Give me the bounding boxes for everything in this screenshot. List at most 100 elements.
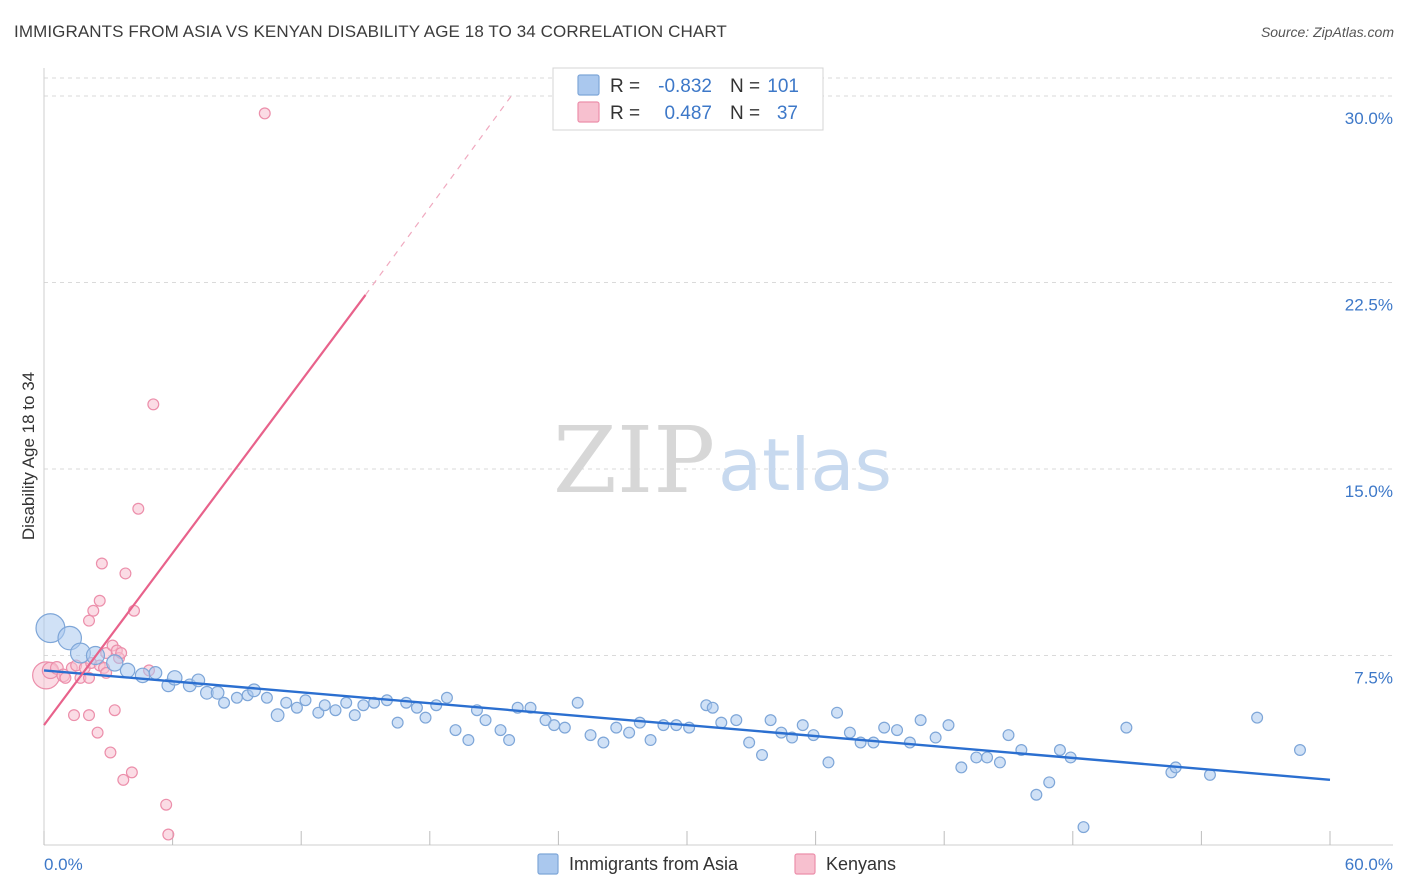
- asia-point: [914, 714, 927, 727]
- bottom-legend-swatch-asia: [537, 853, 559, 875]
- legend-swatch-kenyans: [577, 101, 600, 123]
- asia-point: [503, 734, 516, 747]
- asia-point: [462, 734, 475, 747]
- kenyans-point: [160, 798, 173, 811]
- kenyans-point: [258, 107, 271, 120]
- y-tick-label: 15.0%: [1345, 482, 1393, 501]
- kenyans-point: [117, 773, 130, 786]
- asia-point: [993, 756, 1006, 769]
- asia-point: [348, 709, 361, 722]
- asia-point: [210, 685, 225, 700]
- kenyans-point: [87, 604, 100, 617]
- kenyans-point: [59, 671, 72, 684]
- asia-point: [318, 699, 331, 712]
- asia-point: [218, 696, 231, 709]
- asia-point: [558, 721, 571, 734]
- asia-point: [340, 696, 353, 709]
- kenyans-trendline-extension: [365, 95, 512, 296]
- trendlines: [43, 95, 1331, 782]
- asia-point: [479, 714, 492, 727]
- kenyans-point: [68, 709, 81, 722]
- legend-swatch-asia: [577, 74, 600, 96]
- asia-point: [822, 756, 835, 769]
- asia-point: [260, 691, 273, 704]
- asia-point: [548, 719, 561, 732]
- asia-point: [1120, 721, 1133, 734]
- kenyans-point: [132, 502, 145, 515]
- y-tick-label: 7.5%: [1354, 669, 1393, 688]
- asia-point: [312, 706, 325, 719]
- kenyans-point: [108, 704, 121, 717]
- asia-point: [357, 699, 370, 712]
- asia-point: [410, 701, 423, 714]
- asia-point: [148, 666, 163, 680]
- x-tick-label-min: 0.0%: [44, 855, 83, 874]
- asia-point: [247, 683, 261, 698]
- kenyans-point: [83, 709, 96, 722]
- kenyans-point: [104, 746, 117, 759]
- asia-point: [106, 654, 124, 672]
- kenyans-point: [147, 398, 160, 411]
- asia-point: [449, 724, 462, 737]
- asia-point: [903, 736, 916, 749]
- watermark: ZIP atlas: [553, 407, 892, 514]
- asia-point: [280, 696, 293, 709]
- y-tick-label: 22.5%: [1345, 296, 1393, 315]
- asia-point: [230, 691, 243, 704]
- bottom-legend-label-kenyans: Kenyans: [826, 854, 896, 874]
- asia-point: [891, 724, 904, 737]
- y-tick-label: 30.0%: [1345, 109, 1393, 128]
- asia-point: [329, 704, 342, 717]
- asia-point: [730, 714, 743, 727]
- series-legend: Immigrants from Asia Kenyans: [537, 853, 896, 875]
- asia-point: [981, 751, 994, 764]
- asia-point: [391, 716, 404, 729]
- legend-r-label-asia: R =: [610, 76, 640, 97]
- asia-point: [440, 691, 453, 704]
- asia-point: [584, 729, 597, 742]
- asia-point: [867, 736, 880, 749]
- asia-point: [1293, 743, 1306, 756]
- asia-point: [299, 694, 312, 707]
- asia-point: [1251, 711, 1264, 724]
- asia-point: [942, 719, 955, 732]
- asia-point: [929, 731, 942, 744]
- asia-point: [796, 719, 809, 732]
- kenyans-point: [83, 614, 96, 627]
- legend-n-label-asia: N =: [730, 76, 760, 97]
- asia-point: [597, 736, 610, 749]
- asia-point: [644, 734, 657, 747]
- kenyans-point: [95, 557, 108, 570]
- grid: [44, 77, 1393, 656]
- kenyans-point: [93, 594, 106, 607]
- asia-point: [610, 721, 623, 734]
- asia-point: [715, 716, 728, 729]
- asia-point: [843, 726, 856, 739]
- asia-point: [1002, 729, 1015, 742]
- tick-labels: 7.5% 15.0% 22.5% 30.0% 0.0% 60.0%: [44, 109, 1393, 874]
- asia-point: [706, 701, 719, 714]
- y-axis-label: Disability Age 18 to 34: [19, 372, 38, 540]
- asia-point: [1043, 776, 1056, 789]
- x-tick-label-max: 60.0%: [1345, 855, 1393, 874]
- asia-trendline: [43, 669, 1331, 782]
- asia-point: [970, 751, 983, 764]
- legend-r-label-kenyans: R =: [610, 103, 640, 124]
- asia-point: [657, 719, 670, 732]
- asia-point: [623, 726, 636, 739]
- watermark-zip: ZIP: [553, 407, 715, 514]
- stats-legend: R = -0.832 N = 101 R = 0.487 N = 37: [552, 67, 824, 131]
- asia-point: [571, 696, 584, 709]
- legend-r-value-kenyans: 0.487: [664, 103, 712, 124]
- kenyans-trendline: [43, 294, 367, 726]
- asia-point: [290, 701, 303, 714]
- asia-point: [1030, 788, 1043, 801]
- bottom-legend-label-asia: Immigrants from Asia: [569, 854, 739, 874]
- kenyans-point: [119, 567, 132, 580]
- asia-point: [1077, 821, 1090, 834]
- asia-point: [743, 736, 756, 749]
- asia-point: [494, 724, 507, 737]
- axes: [43, 68, 1393, 846]
- asia-point: [756, 748, 769, 761]
